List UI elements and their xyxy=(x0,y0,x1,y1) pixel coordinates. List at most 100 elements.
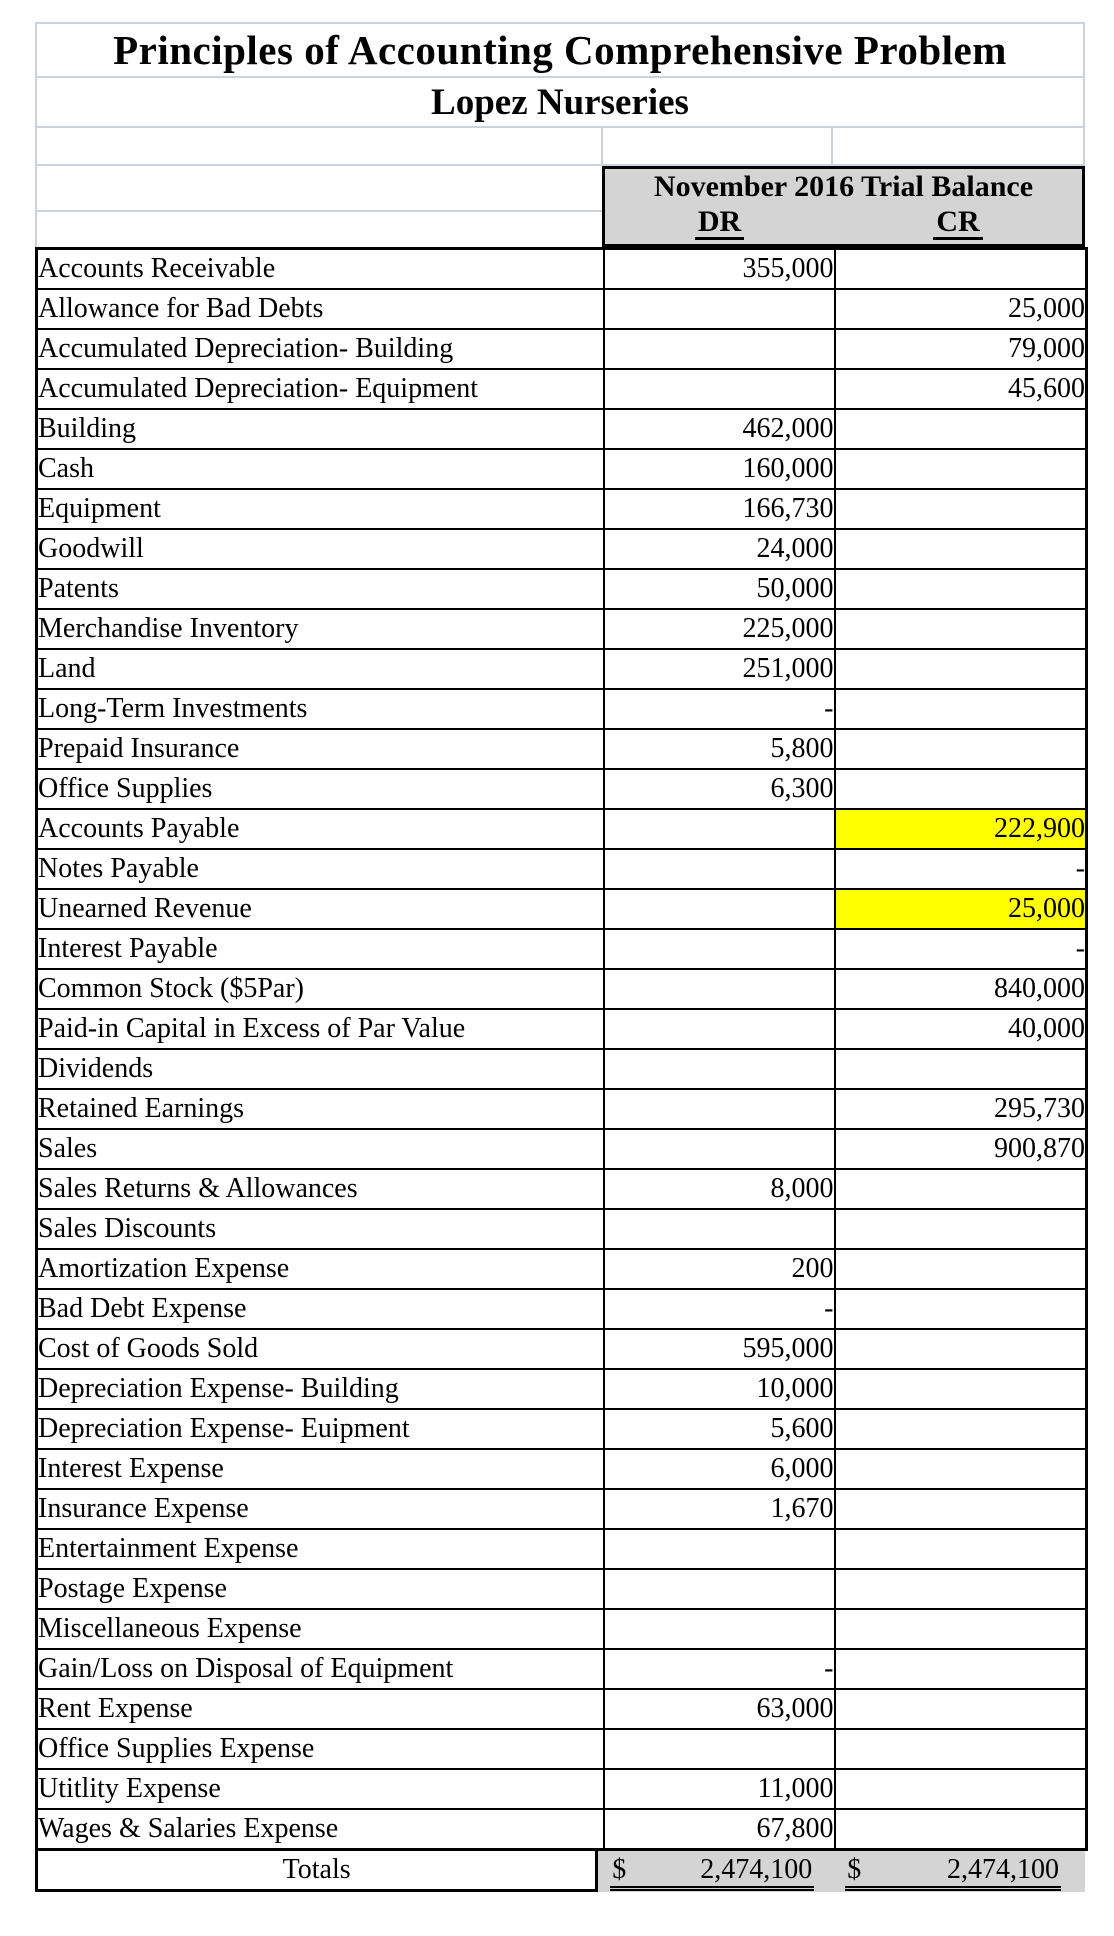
totals-label-cell: Totals xyxy=(35,1851,599,1892)
dr-value-cell: 63,000 xyxy=(602,1688,836,1730)
account-cell: Unearned Revenue xyxy=(35,888,605,930)
cr-value-cell xyxy=(833,448,1088,490)
dr-value-cell: 5,600 xyxy=(602,1408,836,1450)
table-row: Cost of Goods Sold 595,000 xyxy=(35,1328,1088,1370)
table-row: Cash 160,000 xyxy=(35,448,1088,490)
table-row: Paid-in Capital in Excess of Par Value 40… xyxy=(35,1008,1088,1050)
cr-value-cell xyxy=(833,768,1088,810)
dr-value-cell: 8,000 xyxy=(602,1168,836,1210)
table-row: Office Supplies Expense xyxy=(35,1728,1088,1770)
dr-value-cell xyxy=(602,1568,836,1610)
dr-value-cell: 6,000 xyxy=(602,1448,836,1490)
dr-value-cell: 10,000 xyxy=(602,1368,836,1410)
cr-value-cell xyxy=(833,1648,1088,1690)
account-cell: Paid-in Capital in Excess of Par Value xyxy=(35,1008,605,1050)
account-cell: Utitlity Expense xyxy=(35,1768,605,1810)
dr-value-cell: 160,000 xyxy=(602,448,836,490)
dr-value-cell: 50,000 xyxy=(602,568,836,610)
dr-value-cell xyxy=(602,1048,836,1090)
trial-balance-header: November 2016 Trial Balance xyxy=(653,170,1034,203)
spacer-cell-cr xyxy=(833,128,1085,164)
trial-balance-table: Accounts Receivable 355,000 Allowance for … xyxy=(35,247,1088,1851)
account-cell: Miscellaneous Expense xyxy=(35,1608,605,1650)
table-row: Bad Debt Expense - xyxy=(35,1288,1088,1330)
cr-value-cell: 79,000 xyxy=(833,328,1088,370)
account-cell: Notes Payable xyxy=(35,848,605,890)
account-cell: Rent Expense xyxy=(35,1688,605,1730)
table-row: Accounts Receivable 355,000 xyxy=(35,247,1088,290)
table-row: Utitlity Expense 11,000 xyxy=(35,1768,1088,1810)
dr-value-cell: 225,000 xyxy=(602,608,836,650)
account-cell: Building xyxy=(35,408,605,450)
account-cell: Entertainment Expense xyxy=(35,1528,605,1570)
totals-dr-cell: $ 2,474,100 xyxy=(598,1851,829,1892)
cr-value-cell xyxy=(833,488,1088,530)
dr-value-cell: 6,300 xyxy=(602,768,836,810)
table-row: Accumulated Depreciation- Building 79,000 xyxy=(35,328,1088,370)
trial-balance-body: Accounts Receivable 355,000 Allowance for … xyxy=(35,247,1088,1851)
dr-value-cell: - xyxy=(602,688,836,730)
table-row: Merchandise Inventory 225,000 xyxy=(35,608,1088,650)
cr-value-cell xyxy=(833,688,1088,730)
account-cell: Equipment xyxy=(35,488,605,530)
account-cell: Sales Discounts xyxy=(35,1208,605,1250)
account-cell: Accumulated Depreciation- Equipment xyxy=(35,368,605,410)
dr-value-cell xyxy=(602,1088,836,1130)
table-row: Unearned Revenue 25,000 xyxy=(35,888,1088,930)
table-row: Dividends xyxy=(35,1048,1088,1090)
cr-value-cell xyxy=(833,1168,1088,1210)
account-cell: Sales Returns & Allowances xyxy=(35,1168,605,1210)
cr-value-cell xyxy=(833,1288,1088,1330)
spacer-cell-account xyxy=(37,128,603,164)
account-cell: Common Stock ($5Par) xyxy=(35,968,605,1010)
dr-value-cell: - xyxy=(602,1288,836,1330)
account-cell: Interest Payable xyxy=(35,928,605,970)
table-row: Interest Payable - xyxy=(35,928,1088,970)
totals-cr-amount: 2,474,100 xyxy=(947,1853,1059,1885)
dr-value-cell xyxy=(602,1208,836,1250)
account-cell: Long-Term Investments xyxy=(35,688,605,730)
account-cell: Sales xyxy=(35,1128,605,1170)
company-name: Lopez Nurseries xyxy=(431,81,689,123)
table-row: Interest Expense 6,000 xyxy=(35,1448,1088,1490)
account-cell: Dividends xyxy=(35,1048,605,1090)
account-cell: Bad Debt Expense xyxy=(35,1288,605,1330)
dr-value-cell xyxy=(602,368,836,410)
account-cell: Depreciation Expense- Building xyxy=(35,1368,605,1410)
totals-dr-amount: 2,474,100 xyxy=(700,1853,813,1885)
cr-value-cell xyxy=(833,1568,1088,1610)
table-row: Sales Discounts xyxy=(35,1208,1088,1250)
dr-value-cell: 355,000 xyxy=(602,247,836,290)
account-cell: Accumulated Depreciation- Building xyxy=(35,328,605,370)
cr-value-cell: 25,000 xyxy=(833,288,1088,330)
totals-cr-cell: $ 2,474,100 xyxy=(829,1851,1085,1892)
dr-value-cell xyxy=(602,888,836,930)
subtitle-row: Lopez Nurseries xyxy=(35,78,1085,128)
cr-value-cell: 25,000 xyxy=(833,888,1088,930)
totals-dr-underlined: $ 2,474,100 xyxy=(610,1853,815,1891)
table-row: Rent Expense 63,000 xyxy=(35,1688,1088,1730)
header-left-spacer xyxy=(35,166,602,247)
cr-value-cell xyxy=(833,1048,1088,1090)
account-cell: Cash xyxy=(35,448,605,490)
totals-values: $ 2,474,100 $ 2,474,100 xyxy=(598,1851,1085,1892)
dr-value-cell: 11,000 xyxy=(602,1768,836,1810)
cr-value-cell xyxy=(833,1728,1088,1770)
totals-label: Totals xyxy=(282,1854,351,1885)
cr-value-cell xyxy=(833,408,1088,450)
table-row: Land 251,000 xyxy=(35,648,1088,690)
totals-row: Totals $ 2,474,100 $ 2,474,100 xyxy=(35,1851,1085,1892)
cr-value-cell: 840,000 xyxy=(833,968,1088,1010)
dr-value-cell xyxy=(602,1128,836,1170)
cr-value-cell xyxy=(833,528,1088,570)
header-row: November 2016 Trial Balance DR CR xyxy=(35,166,1085,247)
cr-value-cell xyxy=(833,648,1088,690)
cr-value-cell: 222,900 xyxy=(833,808,1088,850)
cr-value-cell xyxy=(833,1408,1088,1450)
table-row: Insurance Expense 1,670 xyxy=(35,1488,1088,1530)
table-row: Sales 900,870 xyxy=(35,1128,1088,1170)
table-row: Amortization Expense 200 xyxy=(35,1248,1088,1290)
account-cell: Accounts Receivable xyxy=(35,247,605,290)
cr-value-cell: - xyxy=(833,848,1088,890)
account-cell: Allowance for Bad Debts xyxy=(35,288,605,330)
